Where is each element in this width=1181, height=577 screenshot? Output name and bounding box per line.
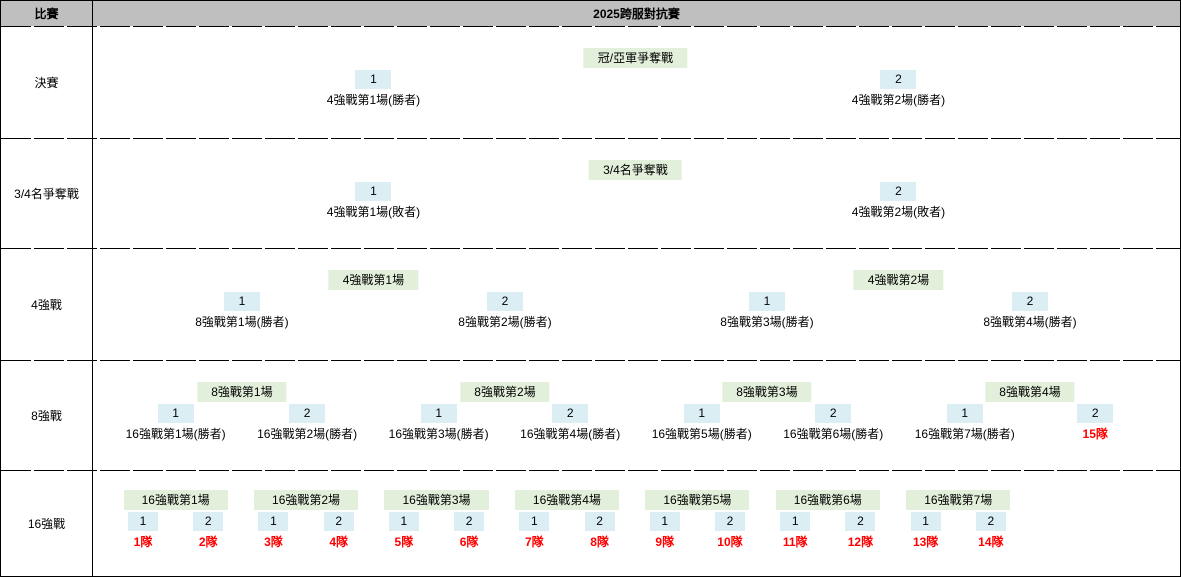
team-label: 3隊 [264,535,283,549]
slot-source-label: 8強戰第1場(勝者) [195,315,289,329]
slot-cell: 1 [258,512,289,531]
slot-source-label: 16強戰第3場(勝者) [388,427,489,441]
row-quarterfinals: 8強戰 8強戰第1場 8強戰第2場 8強戰第3場 8強戰第4場 1 16強戰第1場(勝者) 2… [1,360,1180,470]
team-label: 10隊 [717,535,743,549]
row-finals: 決賽 冠/亞軍爭奪戰 1 4強戰第1場(勝者) 2 4強戰第2場(勝者) [1,26,1180,138]
match-label: 8強戰第4場 [985,382,1075,402]
slot-cell: 1 [649,512,680,531]
slot-cell: 1 [780,512,811,531]
row-semifinals: 4強戰 4強戰第1場 4強戰第2場 1 8強戰第1場(勝者) 2 8強戰第2場(勝者) 1 8強… [1,248,1180,360]
match-label: 16強戰第1場 [123,490,228,510]
row-label-semifinals: 4強戰 [1,248,93,360]
slot-source-label: 4強戰第1場(勝者) [326,93,421,107]
slot-cell: 2 [552,404,589,423]
slot-source-label: 8強戰第2場(勝者) [458,315,552,329]
match-label: 16強戰第2場 [254,490,359,510]
slot-cell: 1 [355,182,392,201]
slot-source-label: 8強戰第4場(勝者) [983,315,1077,329]
slot-source-label: 16強戰第6場(勝者) [783,427,884,441]
team-label: 15隊 [1082,427,1108,441]
slot-cell: 2 [454,512,485,531]
tournament-title: 2025跨服對抗賽 [93,1,1180,26]
slot-source-label: 16強戰第4場(勝者) [520,427,621,441]
slot-cell: 1 [223,292,260,311]
slot-cell: 1 [128,512,158,531]
team-label: 4隊 [329,535,348,549]
match-label: 16強戰第3場 [384,490,489,510]
slot-cell: 2 [714,512,745,531]
match-label: 4強戰第1場 [328,270,419,290]
bracket-content-semifinals: 4強戰第1場 4強戰第2場 1 8強戰第1場(勝者) 2 8強戰第2場(勝者) 1 8強戰第3… [93,248,1180,360]
slot-cell: 2 [289,404,326,423]
team-label: 8隊 [590,535,609,549]
team-label: 12隊 [847,535,874,549]
slot-cell: 2 [193,512,224,531]
bracket-content-third-place-match: 3/4名爭奪戰 1 4強戰第1場(敗者) 2 4強戰第2場(敗者) [93,138,1180,248]
bracket-content-quarterfinals: 8強戰第1場 8強戰第2場 8強戰第3場 8強戰第4場 1 16強戰第1場(勝者) 2 16強… [93,360,1180,470]
row-label-third-place-match: 3/4名爭奪戰 [1,138,93,248]
match-label: 16強戰第6場 [775,490,880,510]
team-label: 1隊 [133,535,153,549]
team-label: 7隊 [524,535,544,549]
slot-source-label: 4強戰第1場(敗者) [326,205,421,219]
team-label: 2隊 [198,535,218,549]
row-label-round-of-16: 16強戰 [1,470,93,576]
team-label: 14隊 [978,535,1004,549]
match-label: 8強戰第2場 [460,382,550,402]
slot-source-label: 16強戰第2場(勝者) [257,427,358,441]
match-label: 16強戰第7場 [906,490,1011,510]
bracket-content-finals: 冠/亞軍爭奪戰 1 4強戰第1場(勝者) 2 4強戰第2場(勝者) [93,26,1180,138]
team-label: 11隊 [782,535,808,549]
slot-source-label: 4強戰第2場(勝者) [851,93,946,107]
row-round-of-16: 16強戰 16強戰第1場 16強戰第2場 16強戰第3場 16強戰第4場 16強戰第5場 1… [1,470,1180,576]
team-label: 9隊 [655,535,675,549]
match-label: 8強戰第1場 [197,382,287,402]
slot-cell: 2 [1011,292,1048,311]
match-label: 16強戰第4場 [514,490,619,510]
slot-source-label: 16強戰第5場(勝者) [651,427,752,441]
slot-cell: 2 [845,512,876,531]
bracket-content-round-of-16: 16強戰第1場 16強戰第2場 16強戰第3場 16強戰第4場 16強戰第5場 16強戰第… [93,470,1180,576]
slot-cell: 1 [748,292,785,311]
bracket-rows: 決賽 冠/亞軍爭奪戰 1 4強戰第1場(勝者) 2 4強戰第2場(勝者) 3/4名爭奪戰 3/… [1,26,1180,576]
slot-cell: 1 [683,404,720,423]
slot-cell: 1 [910,512,941,531]
slot-cell: 1 [420,404,457,423]
team-label: 13隊 [912,535,939,549]
row-label-finals: 決賽 [1,26,93,138]
slot-cell: 2 [815,404,852,423]
match-label: 4強戰第2場 [853,270,944,290]
match-label: 16強戰第5場 [645,490,750,510]
slot-source-label: 16強戰第7場(勝者) [914,427,1015,441]
slot-cell: 2 [880,182,917,201]
team-label: 5隊 [394,535,414,549]
slot-cell: 2 [975,512,1006,531]
slot-cell: 2 [486,292,523,311]
slot-cell: 2 [880,70,917,89]
slot-cell: 2 [323,512,354,531]
slot-cell: 2 [584,512,615,531]
match-label: 3/4名爭奪戰 [589,160,682,180]
slot-cell: 2 [1077,404,1114,423]
match-column-header: 比賽 [1,1,93,26]
slot-source-label: 16強戰第1場(勝者) [125,427,226,441]
slot-cell: 1 [355,70,392,89]
team-label: 6隊 [459,535,479,549]
row-label-quarterfinals: 8強戰 [1,360,93,470]
slot-source-label: 4強戰第2場(敗者) [851,205,946,219]
slot-source-label: 8強戰第3場(勝者) [720,315,814,329]
row-third-place-match: 3/4名爭奪戰 3/4名爭奪戰 1 4強戰第1場(敗者) 2 4強戰第2場(敗者) [1,138,1180,248]
slot-cell: 1 [946,404,983,423]
match-label: 冠/亞軍爭奪戰 [583,48,688,68]
match-label: 8強戰第3場 [722,382,812,402]
slot-cell: 1 [388,512,419,531]
header-row: 比賽 2025跨服對抗賽 [1,1,1180,26]
slot-cell: 1 [519,512,550,531]
slot-cell: 1 [157,404,194,423]
